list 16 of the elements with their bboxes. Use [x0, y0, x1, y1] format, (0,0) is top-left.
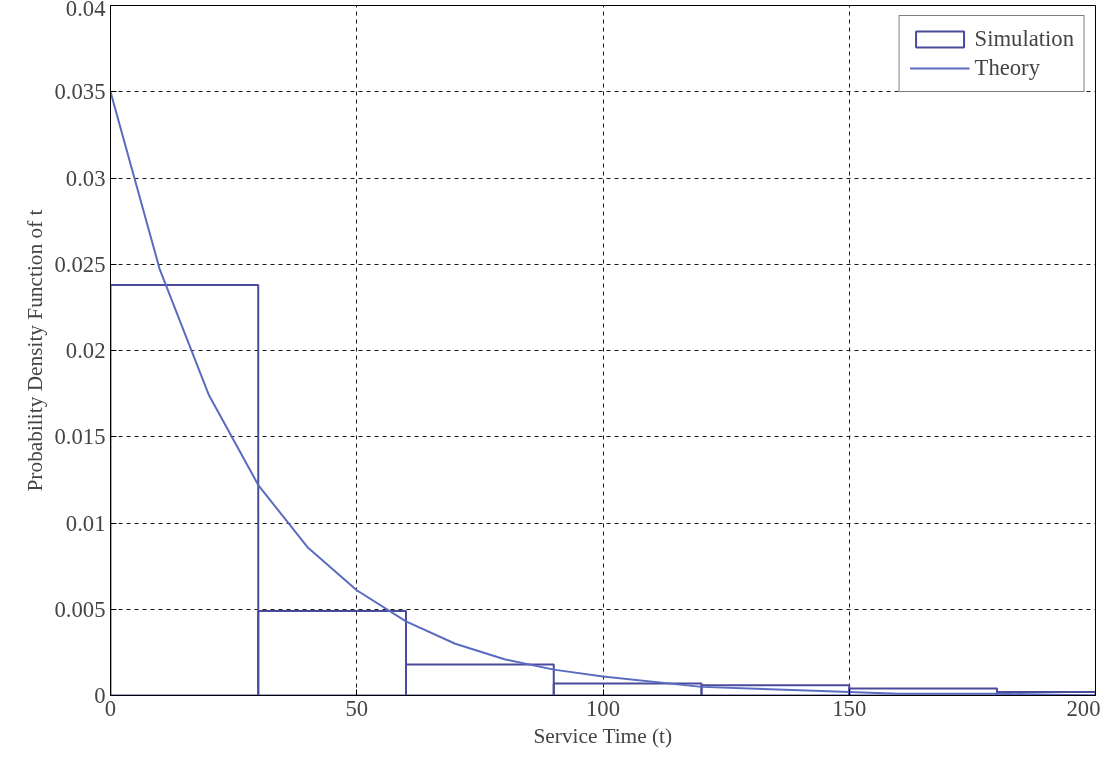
y-tick-label: 0.02 [65, 338, 106, 363]
legend-label: Simulation [974, 26, 1074, 52]
y-tick-label: 0.035 [54, 79, 106, 105]
y-tick-label: 0.04 [65, 0, 106, 21]
x-tick-label: 100 [586, 695, 620, 721]
legend-label: Theory [974, 55, 1040, 81]
y-tick-label: 0.01 [65, 510, 106, 536]
y-tick-label: 0.015 [54, 424, 106, 450]
y-axis-title: Probability Density Function of t [22, 209, 47, 492]
x-tick-label: 150 [832, 695, 867, 721]
y-tick-label: 0.025 [54, 251, 106, 277]
y-tick-label: 0.005 [54, 596, 106, 622]
x-axis-title: Service Time (t) [533, 723, 673, 748]
y-tick-label: 0.03 [65, 165, 106, 191]
x-tick-label: 200 [1066, 695, 1101, 721]
x-tick-label: 50 [345, 695, 369, 721]
